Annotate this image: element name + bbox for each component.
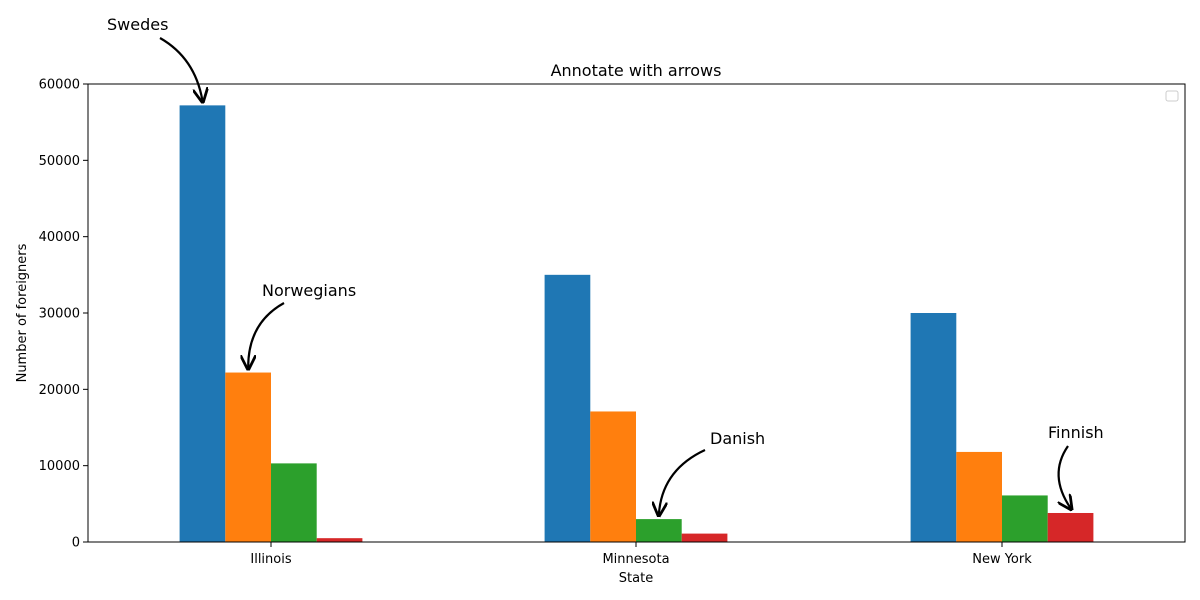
x-tick-label: Illinois bbox=[250, 552, 291, 567]
annotation-arrow bbox=[248, 302, 285, 368]
annotation-label: Swedes bbox=[107, 15, 168, 34]
bar-new-york-series-3 bbox=[1047, 512, 1094, 542]
x-axis: Illinois Minnesota New York bbox=[250, 542, 1032, 567]
bar-new-york-series-1 bbox=[956, 451, 1002, 542]
annotation-arrow bbox=[659, 449, 706, 514]
y-tick-label: 10000 bbox=[39, 459, 80, 474]
bar-illinois-series-2 bbox=[271, 463, 317, 542]
annotation-arrow bbox=[159, 37, 202, 100]
bar-minnesota-series-2 bbox=[636, 519, 682, 542]
y-tick-label: 30000 bbox=[39, 307, 80, 322]
y-tick-label: 40000 bbox=[39, 230, 80, 245]
bar-illinois-series-0 bbox=[179, 105, 226, 543]
bar-new-york-series-0 bbox=[910, 313, 957, 542]
chart-title: Annotate with arrows bbox=[551, 61, 722, 80]
legend-box bbox=[1165, 90, 1179, 102]
bar-minnesota-series-1 bbox=[590, 411, 636, 542]
bar-minnesota-series-3 bbox=[681, 533, 728, 542]
y-tick-label: 0 bbox=[72, 536, 80, 551]
annotation-label: Finnish bbox=[1048, 423, 1104, 442]
bar-illinois-series-1 bbox=[225, 372, 271, 542]
x-axis-label: State bbox=[619, 571, 653, 586]
y-axis-label: Number of foreigners bbox=[15, 243, 30, 382]
annotation-arrow bbox=[1059, 445, 1071, 508]
annotation-label: Danish bbox=[710, 429, 765, 448]
x-tick-label: Minnesota bbox=[602, 552, 669, 567]
y-axis: 0 10000 20000 30000 40000 50000 60000 bbox=[39, 78, 88, 551]
bar-minnesota-series-0 bbox=[544, 274, 591, 542]
bar-illinois-series-3 bbox=[316, 538, 363, 542]
y-tick-label: 50000 bbox=[39, 154, 80, 169]
x-tick-label: New York bbox=[972, 552, 1032, 567]
bar-new-york-series-2 bbox=[1002, 495, 1048, 542]
bars bbox=[179, 105, 1094, 543]
annotation-label: Norwegians bbox=[262, 281, 356, 300]
annotations: Swedes Norwegians Danish Finnish bbox=[107, 15, 1104, 514]
y-tick-label: 20000 bbox=[39, 383, 80, 398]
y-tick-label: 60000 bbox=[39, 78, 80, 93]
